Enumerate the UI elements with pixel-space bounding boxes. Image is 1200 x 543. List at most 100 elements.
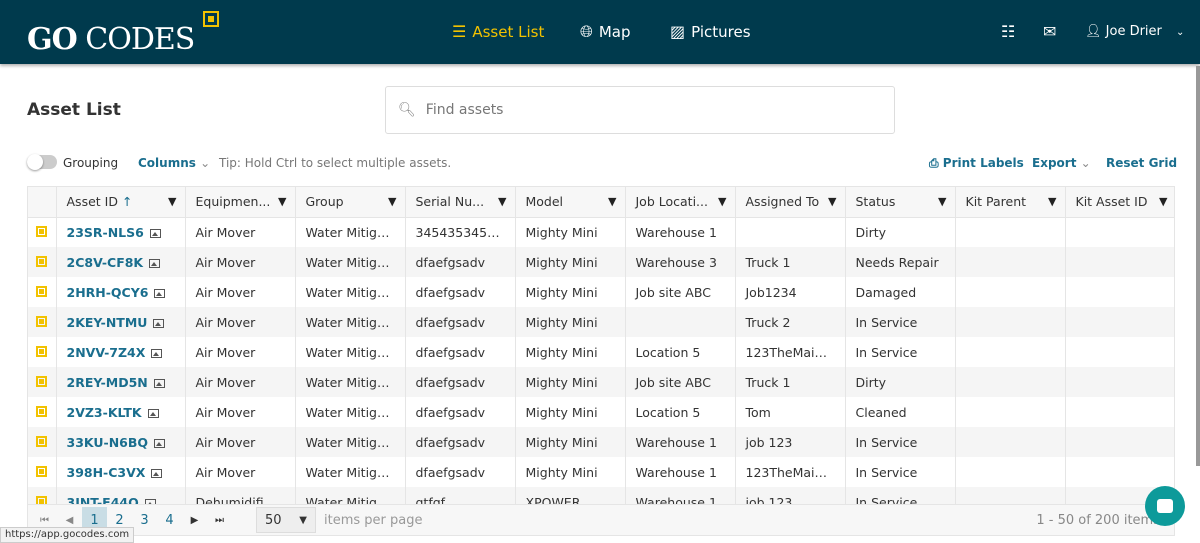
image-icon[interactable] [154,288,166,298]
cell: dfaefgsadv [405,307,516,337]
next-page-icon[interactable]: ▶ [190,514,199,526]
filter-icon[interactable]: ▼ [168,195,177,208]
table-row[interactable]: 2VZ3-KLTK Air Mover Water Mitiga... dfaefgs… [28,397,1174,427]
page-size-select[interactable]: 50 ▼ [256,507,316,533]
cell: Job1234 [735,277,846,307]
cell [1065,367,1174,397]
filter-icon[interactable]: ▼ [938,195,947,208]
cell: Truck 1 [735,367,846,397]
nav-asset-list[interactable]: ☰ Asset List [452,22,545,41]
search-box[interactable]: 🔍︎ [385,86,895,134]
cell: 123TheMainSt [735,457,846,487]
table-row[interactable]: 2KEY-NTMU Air Mover Water Mitiga... dfaefgs… [28,307,1174,337]
chat-button[interactable] [1145,486,1185,526]
asset-id-link[interactable]: 33KU-N6BQ [66,434,149,450]
cell: Mighty Mini [515,247,626,277]
search-input[interactable] [425,102,866,118]
row-checkbox[interactable] [36,375,47,387]
image-icon[interactable] [151,348,163,358]
image-icon[interactable] [154,438,166,448]
cell: Truck 2 [735,307,846,337]
cell: Mighty Mini [515,367,626,397]
row-checkbox[interactable] [36,225,47,237]
image-icon[interactable] [151,468,163,478]
cell: Air Mover [185,247,296,277]
row-checkbox[interactable] [36,255,47,267]
image-icon: ▨ [670,22,686,41]
filter-icon[interactable]: ▼ [608,195,617,208]
print-labels-button[interactable]: ⎙ Print Labels [929,156,1024,170]
asset-id-link[interactable]: 2NVV-7Z4X [66,344,146,360]
asset-id-link[interactable]: 23SR-NLS6 [66,224,144,240]
table-row[interactable]: 2REY-MD5N Air Mover Water Mitiga... dfaefgs… [28,367,1174,397]
column-header[interactable]: Kit Parent ▼ [955,187,1066,218]
image-icon[interactable] [153,378,165,388]
mail-icon[interactable]: ✉ [1043,22,1057,41]
row-checkbox[interactable] [36,345,47,357]
filter-icon[interactable]: ▼ [278,195,287,208]
column-header[interactable]: Assigned To ▼ [735,187,846,218]
columns-dropdown[interactable]: Columns ⌄ [138,156,211,170]
cell: In Service [845,337,956,367]
cell [1065,397,1174,427]
user-menu[interactable]: 👤︎ Joe Drier ⌄ [1085,24,1185,39]
nav-map[interactable]: 🌐︎ Map [580,22,631,41]
last-page-icon[interactable]: ⏭ [215,514,224,526]
row-checkbox[interactable] [36,465,47,477]
gocodes-logo[interactable]: GO CODES [27,11,219,57]
asset-id-link[interactable]: 2VZ3-KLTK [66,404,142,420]
asset-id-link[interactable]: 2REY-MD5N [66,374,148,390]
asset-id-link[interactable]: 2C8V-CF8K [66,254,144,270]
table-row[interactable]: 23SR-NLS6 Air Mover Water Mitiga... 3454353… [28,217,1174,247]
tasks-icon[interactable]: ☷ [1001,22,1016,41]
cell: dfaefgsadv [405,367,516,397]
page-3-button[interactable]: 3 [140,512,149,528]
image-icon[interactable] [149,258,161,268]
row-checkbox[interactable] [36,315,47,327]
column-header[interactable]: Asset ID ↑ ▼ [56,187,186,218]
cell [1065,217,1174,247]
prev-page-icon[interactable]: ◀ [65,514,74,526]
page-4-button[interactable]: 4 [165,512,174,528]
column-header[interactable]: Equipmen... ▼ [185,187,296,218]
filter-icon[interactable]: ▼ [498,195,507,208]
image-icon[interactable] [153,318,165,328]
page-scrollbar[interactable] [1196,66,1200,466]
table-row[interactable]: 33KU-N6BQ Air Mover Water Mitiga... dfaefgs… [28,427,1174,457]
asset-id-link[interactable]: 398H-C3VX [66,464,146,480]
first-page-icon[interactable]: ⏮ [40,514,49,526]
column-header[interactable]: Job Locati... ▼ [625,187,736,218]
table-row[interactable]: 2NVV-7Z4X Air Mover Water Mitiga... dfaefgs… [28,337,1174,367]
page-2-button[interactable]: 2 [115,512,124,528]
column-header[interactable]: Serial Nu... ▼ [405,187,516,218]
table-row[interactable]: 2HRH-QCY6 Air Mover Water Mitiga... dfaefgs… [28,277,1174,307]
image-icon[interactable] [149,228,161,238]
cell [1065,457,1174,487]
cell: dfaefgsadv [405,457,516,487]
filter-icon[interactable]: ▼ [388,195,397,208]
filter-icon[interactable]: ▼ [1159,195,1168,208]
sort-asc-icon: ↑ [121,194,133,210]
column-header[interactable]: Model ▼ [515,187,626,218]
row-checkbox[interactable] [36,285,47,297]
table-row[interactable]: 2C8V-CF8K Air Mover Water Mitiga... dfaefgs… [28,247,1174,277]
row-checkbox[interactable] [36,435,47,447]
image-icon[interactable] [147,408,159,418]
asset-id-link[interactable]: 2HRH-QCY6 [66,284,149,300]
table-row[interactable]: 398H-C3VX Air Mover Water Mitiga... dfaefgs… [28,457,1174,487]
row-checkbox[interactable] [36,405,47,417]
asset-id-link[interactable]: 2KEY-NTMU [66,314,148,330]
cell: Mighty Mini [515,427,626,457]
column-header[interactable]: Group ▼ [295,187,406,218]
export-dropdown[interactable]: Export ⌄ [1032,156,1091,170]
cell: dfaefgsadv [405,397,516,427]
column-header[interactable]: Kit Asset ID ▼ [1065,187,1174,218]
reset-grid-button[interactable]: Reset Grid [1106,156,1178,170]
column-header[interactable]: Status ▼ [845,187,956,218]
filter-icon[interactable]: ▼ [828,195,837,208]
cell: Water Mitiga... [295,337,406,367]
filter-icon[interactable]: ▼ [718,195,727,208]
filter-icon[interactable]: ▼ [1048,195,1057,208]
grouping-toggle[interactable] [27,154,57,170]
nav-pictures[interactable]: ▨ Pictures [670,22,751,41]
